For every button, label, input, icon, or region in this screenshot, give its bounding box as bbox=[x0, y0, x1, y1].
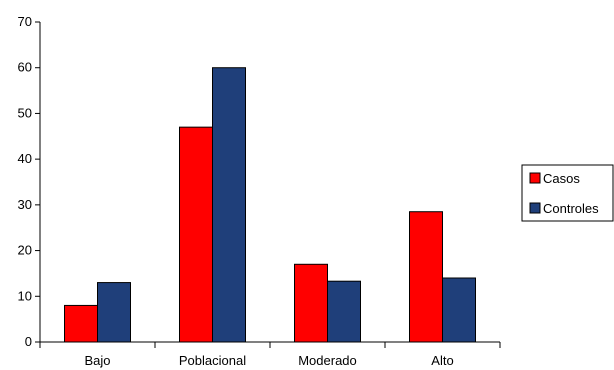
x-tick-label: Moderado bbox=[298, 353, 357, 368]
bar-controles-bajo bbox=[97, 282, 131, 343]
bar-casos-bajo bbox=[64, 304, 98, 343]
legend-swatch-casos bbox=[529, 172, 541, 184]
x-ticks: Bajo Poblacional Moderado Alto bbox=[39, 342, 501, 368]
bars-layer bbox=[64, 67, 476, 343]
bar-casos-poblacional bbox=[179, 126, 213, 343]
legend-label-controles: Controles bbox=[543, 201, 599, 216]
x-tick-label: Alto bbox=[431, 353, 453, 368]
x-tick-label: Poblacional bbox=[179, 353, 246, 368]
bar-casos-alto bbox=[409, 211, 443, 343]
legend-label-casos: Casos bbox=[543, 171, 580, 186]
bar-controles-moderado bbox=[327, 280, 361, 343]
y-tick-label: 30 bbox=[18, 197, 32, 212]
y-tick-label: 40 bbox=[18, 151, 32, 166]
x-tick-label: Bajo bbox=[84, 353, 110, 368]
y-tick-label: 60 bbox=[18, 60, 32, 75]
y-tick-label: 70 bbox=[18, 14, 32, 29]
y-ticks: 0 10 20 30 40 50 60 70 bbox=[18, 14, 40, 349]
legend-swatch-controles bbox=[529, 202, 541, 214]
y-tick-label: 0 bbox=[25, 334, 32, 349]
bar-controles-poblacional bbox=[212, 67, 246, 343]
bar-controles-alto bbox=[442, 277, 476, 343]
y-tick-label: 10 bbox=[18, 288, 32, 303]
legend: Casos Controles bbox=[521, 164, 614, 222]
bar-casos-moderado bbox=[294, 263, 328, 343]
y-tick-label: 20 bbox=[18, 243, 32, 258]
y-tick-label: 50 bbox=[18, 105, 32, 120]
